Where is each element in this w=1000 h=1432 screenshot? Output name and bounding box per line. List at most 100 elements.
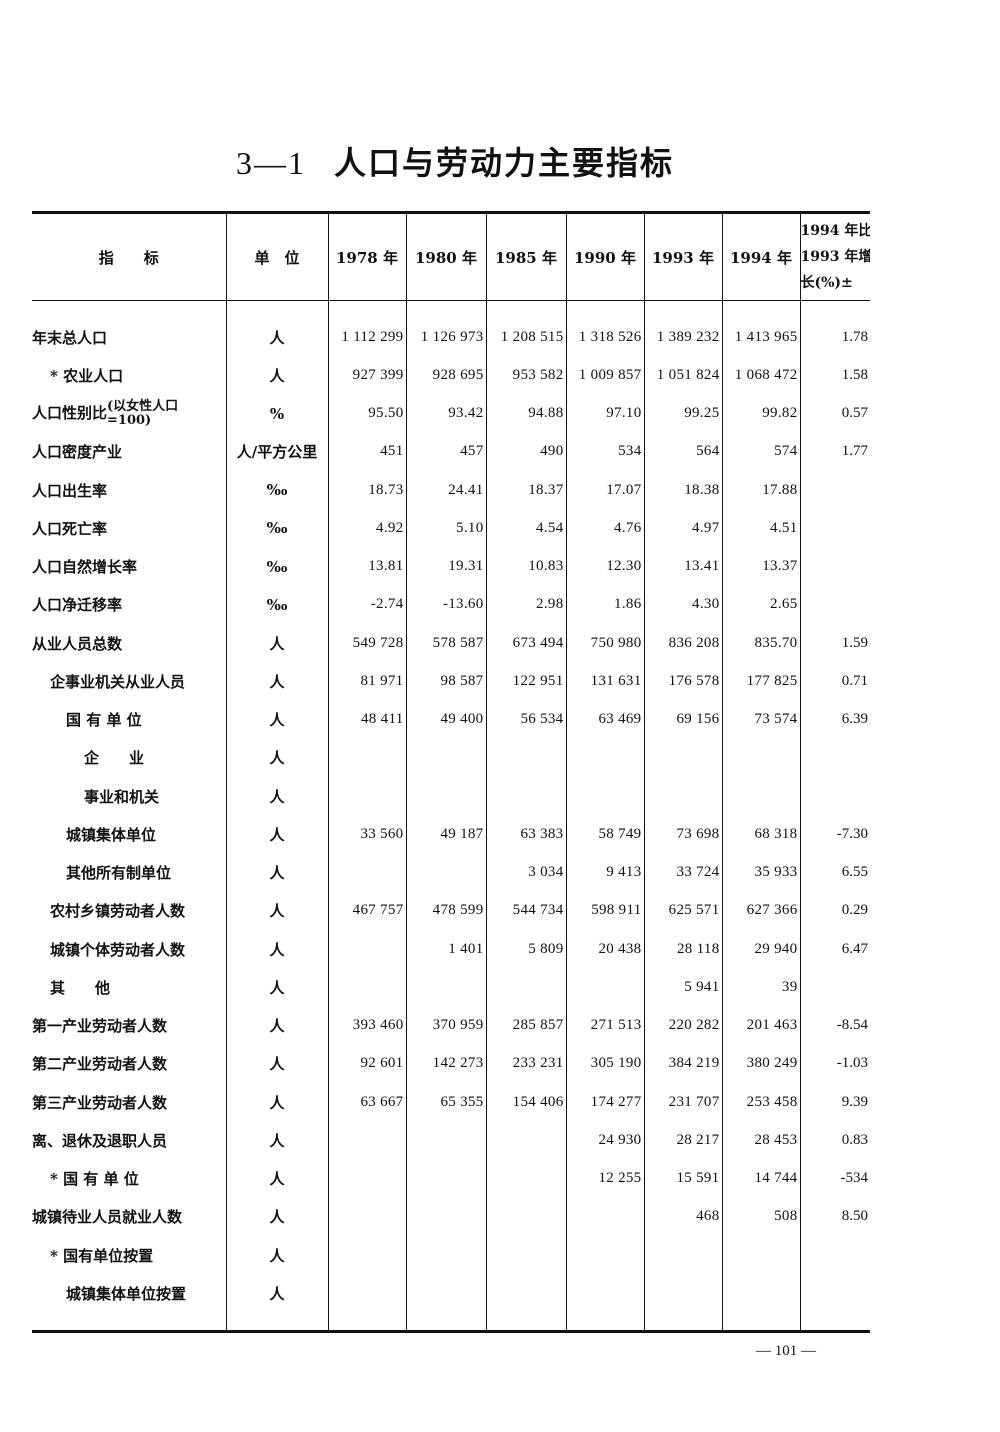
cell-value: [405, 1236, 486, 1275]
cell-change: [799, 777, 870, 816]
row-indicator: 企事业机关从业人员: [32, 662, 226, 700]
cell-value: [565, 1236, 644, 1275]
cell-value: [643, 738, 722, 777]
cell-value: 457: [405, 432, 486, 471]
cell-change: 0.29: [799, 891, 870, 930]
indicator-label: 人口死亡率: [32, 519, 108, 538]
row-indicator: 人口密度产业: [32, 433, 226, 471]
cell-value: 2.65: [721, 585, 800, 624]
cell-value: 174 277: [565, 1083, 644, 1122]
cell-value: 99.25: [643, 394, 722, 433]
cell-change: 1.77: [799, 432, 870, 471]
cell-value: 1 389 232: [643, 318, 722, 357]
indicator-label: 人口密度产业: [32, 443, 123, 462]
header-year: 1990 年: [565, 212, 644, 301]
cell-change: -1.03: [799, 1044, 870, 1083]
cell-change: 0.57: [799, 394, 870, 433]
cell-value: 750 980: [565, 624, 644, 663]
row-unit: 人: [225, 700, 328, 739]
cell-value: [643, 777, 722, 816]
row-indicator: 城镇待业人员就业人数: [32, 1198, 226, 1236]
table-row: 其他所有制单位 人 3 034 9 413 33 724 35 933 6.55: [32, 853, 870, 892]
cell-change: 6.55: [799, 853, 870, 892]
row-indicator: 年末总人口: [32, 318, 226, 356]
indicator-label: 城镇待业人员就业人数: [32, 1208, 183, 1227]
cell-change: [799, 738, 870, 777]
cell-value: 467 757: [327, 891, 406, 930]
cell-change: [799, 471, 870, 510]
cell-change: -8.54: [799, 1006, 870, 1045]
cell-value: [721, 777, 800, 816]
cell-value: [327, 1236, 406, 1275]
population-labor-table: 指 标 单 位 1978 年 1980 年 1985 年 1990 年 1993…: [32, 211, 870, 1333]
indicator-label: 第三产业劳动者人数: [32, 1093, 168, 1112]
cell-value: 122 951: [485, 662, 566, 701]
cell-value: 19.31: [405, 547, 486, 586]
cell-value: 24.41: [405, 471, 486, 510]
cell-value: [327, 1274, 406, 1313]
cell-value: 98 587: [405, 662, 486, 701]
cell-value: 1 208 515: [485, 318, 566, 357]
cell-value: [721, 738, 800, 777]
table-row: 企事业机关从业人员 人 81 971 98 587 122 951 131 631 176 …: [32, 662, 870, 701]
cell-value: 154 406: [485, 1083, 566, 1122]
table-row: 年末总人口 人 1 112 299 1 126 973 1 208 515 1 318 5…: [32, 318, 870, 357]
cell-value: 3 034: [485, 853, 566, 892]
cell-change: [799, 547, 870, 586]
cell-change: 9.39: [799, 1083, 870, 1122]
row-indicator: * 农业人口: [32, 356, 226, 394]
cell-value: 95.50: [327, 394, 406, 433]
header-unit: 单 位: [225, 212, 328, 301]
cell-change: [799, 585, 870, 624]
cell-value: 1 009 857: [565, 356, 644, 395]
row-unit: 人: [225, 815, 328, 854]
table-row: 人口死亡率 ‰ 4.92 5.10 4.54 4.76 4.97 4.51: [32, 509, 870, 548]
cell-value: [327, 930, 406, 969]
indicator-label: 人口性别比: [32, 403, 108, 422]
cell-value: [485, 968, 566, 1007]
table-row: 城镇待业人员就业人数 人 468 508 8.50: [32, 1197, 870, 1236]
cell-value: 18.38: [643, 471, 722, 510]
row-unit: 人: [225, 1044, 328, 1083]
cell-value: 574: [721, 432, 800, 471]
cell-value: 14 744: [721, 1159, 800, 1198]
cell-change: [799, 1236, 870, 1275]
cell-change: 8.50: [799, 1197, 870, 1236]
row-unit: 人: [225, 1236, 328, 1275]
indicator-label: 人口出生率: [32, 481, 108, 500]
cell-value: 393 460: [327, 1006, 406, 1045]
cell-value: 598 911: [565, 891, 644, 930]
cell-change: -7.30: [799, 815, 870, 854]
cell-value: 12 255: [565, 1159, 644, 1198]
row-indicator: 国 有 单 位: [32, 701, 226, 739]
indicator-label: 国 有 单 位: [66, 711, 142, 730]
indicator-label: 企 业: [84, 749, 145, 768]
cell-value: 33 560: [327, 815, 406, 854]
row-unit: 人: [225, 1006, 328, 1045]
table-row: 从业人员总数 人 549 728 578 587 673 494 750 980 836 2…: [32, 624, 870, 663]
cell-value: 15 591: [643, 1159, 722, 1198]
row-unit: 人: [225, 738, 328, 777]
cell-value: 94.88: [485, 394, 566, 433]
cell-value: 56 534: [485, 700, 566, 739]
cell-value: 63 383: [485, 815, 566, 854]
row-indicator: 第三产业劳动者人数: [32, 1083, 226, 1121]
row-unit: 人: [225, 777, 328, 816]
cell-value: [485, 1197, 566, 1236]
cell-value: [485, 1121, 566, 1160]
row-indicator: 第一产业劳动者人数: [32, 1007, 226, 1045]
cell-value: 49 400: [405, 700, 486, 739]
cell-value: 578 587: [405, 624, 486, 663]
indicator-label: 农村乡镇劳动者人数: [50, 902, 186, 921]
table-row: 第一产业劳动者人数 人 393 460 370 959 285 857 271 513 22…: [32, 1006, 870, 1045]
row-unit: ‰: [225, 471, 328, 510]
cell-value: 93.42: [405, 394, 486, 433]
row-unit: 人: [225, 968, 328, 1007]
table-row: 农村乡镇劳动者人数人 467 757 478 599 544 734 598 911 62…: [32, 891, 870, 930]
cell-value: 13.37: [721, 547, 800, 586]
cell-value: 468: [643, 1197, 722, 1236]
indicator-label: * 农业人口: [50, 366, 124, 385]
header-row: 指 标 单 位 1978 年 1980 年 1985 年 1990 年 1993…: [32, 212, 870, 301]
cell-value: [565, 1274, 644, 1313]
cell-value: 384 219: [643, 1044, 722, 1083]
